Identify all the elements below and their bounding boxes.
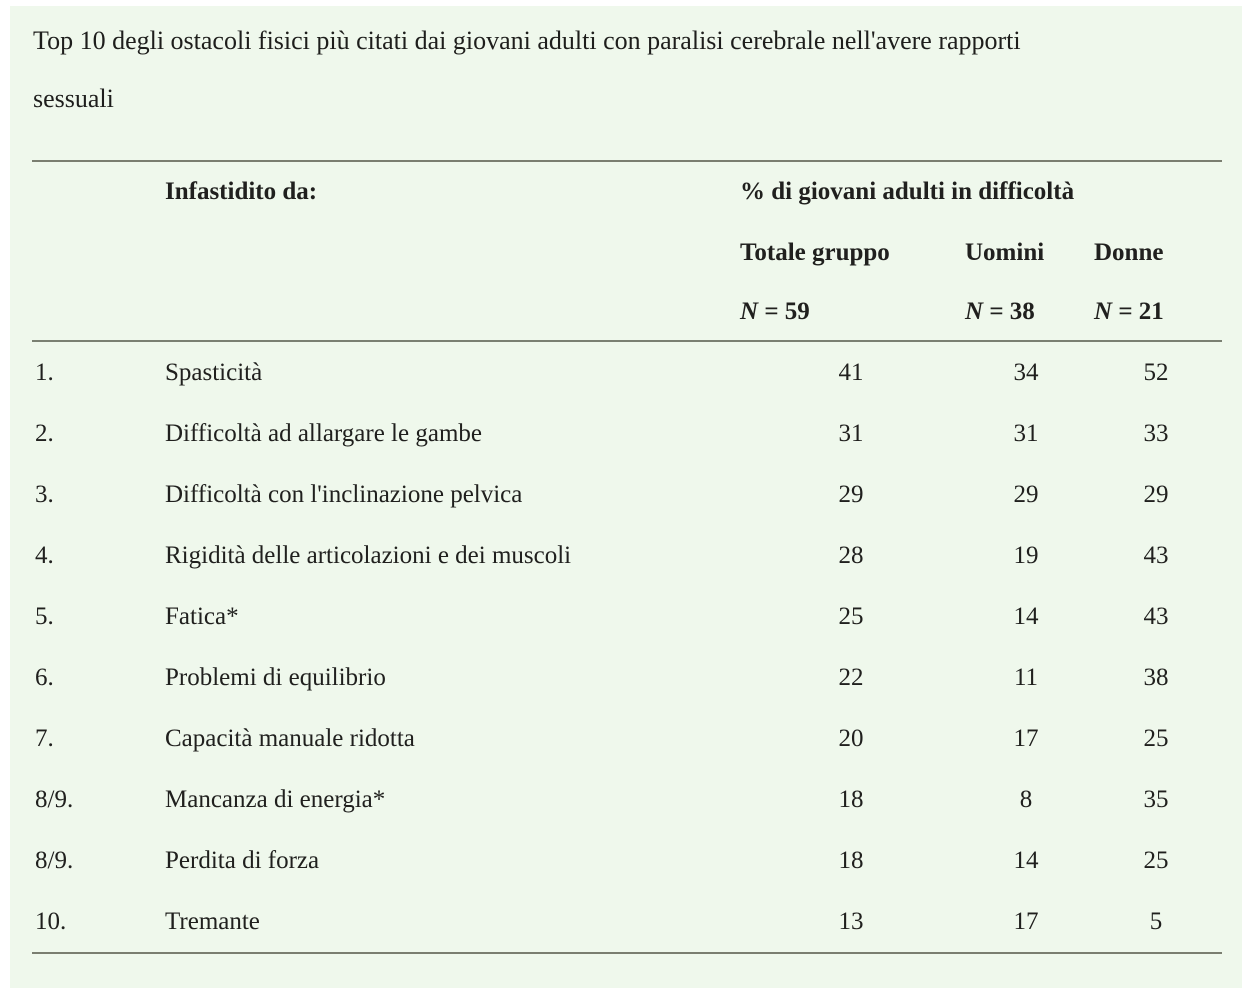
table-row: 6. Problemi di equilibrio 22 11 38 — [32, 647, 1222, 708]
table-header: Infastidito da: % di giovani adulti in d… — [32, 161, 1223, 342]
obstacle-label: Difficoltà ad allargare le gambe — [165, 419, 482, 447]
total-value: 25 — [838, 602, 864, 630]
obstacles-table: Infastidito da: % di giovani adulti in d… — [32, 160, 1223, 954]
n-total: N = 59 — [740, 284, 962, 342]
table-row: 7. Capacità manuale ridotta 20 17 25 — [32, 708, 1222, 769]
women-value: 43 — [1143, 602, 1169, 630]
empty-cell — [32, 284, 165, 342]
men-value: 11 — [1013, 663, 1039, 691]
title-line-2: sessuali — [33, 84, 114, 113]
men-value: 17 — [1013, 907, 1039, 935]
empty-cell — [32, 222, 165, 284]
men-value: 14 — [1013, 602, 1039, 630]
rank-cell: 5. — [35, 602, 54, 630]
total-value: 29 — [838, 480, 864, 508]
women-value: 52 — [1143, 358, 1169, 386]
table-row: 2. Difficoltà ad allargare le gambe 31 3… — [32, 403, 1222, 464]
total-value: 18 — [838, 785, 864, 813]
table-row: 5. Fatica* 25 14 43 — [32, 586, 1222, 647]
table-row: 1. Spasticità 41 34 52 — [32, 341, 1222, 403]
table-body: 1. Spasticità 41 34 52 2. Difficoltà ad … — [32, 341, 1222, 953]
men-value: 14 — [1013, 846, 1039, 874]
rank-cell: 10. — [35, 907, 67, 935]
empty-cell — [165, 284, 740, 342]
table-row: 8/9. Perdita di forza 18 14 25 — [32, 830, 1222, 891]
stub-header: Infastidito da: — [165, 178, 318, 205]
total-value: 28 — [838, 541, 864, 569]
obstacle-label: Tremante — [165, 907, 260, 935]
rank-cell: 1. — [35, 358, 54, 386]
empty-cell — [165, 222, 740, 284]
n-men: N = 38 — [962, 284, 1090, 342]
page-title: Top 10 degli ostacoli fisici più citati … — [10, 6, 1242, 128]
obstacle-label: Difficoltà con l'inclinazione pelvica — [165, 480, 523, 508]
men-value: 17 — [1013, 724, 1039, 752]
group-header: % di giovani adulti in difficoltà — [740, 178, 1075, 205]
header-row-columns: Totale gruppo Uomini Donne — [32, 222, 1222, 284]
column-header-total: Totale gruppo — [740, 239, 890, 266]
table-row: 4. Rigidità delle articolazioni e dei mu… — [32, 525, 1222, 586]
women-value: 43 — [1143, 541, 1169, 569]
obstacle-label: Spasticità — [165, 358, 263, 386]
rank-cell: 8/9. — [35, 846, 74, 874]
title-line-1: Top 10 degli ostacoli fisici più citati … — [33, 26, 1021, 55]
table-row: 3. Difficoltà con l'inclinazione pelvica… — [32, 464, 1222, 525]
n-symbol: N — [965, 298, 984, 325]
header-row-n: N = 59 N = 38 N = 21 — [32, 284, 1223, 342]
obstacle-label: Perdita di forza — [165, 846, 320, 874]
table-row: 8/9. Mancanza di energia* 18 8 35 — [32, 769, 1222, 830]
n-women: N = 21 — [1090, 284, 1223, 342]
column-header-men: Uomini — [965, 239, 1045, 266]
rank-cell: 2. — [35, 419, 54, 447]
women-value: 38 — [1143, 663, 1169, 691]
rank-cell: 7. — [35, 724, 54, 752]
rank-cell: 6. — [35, 663, 54, 691]
total-value: 41 — [838, 358, 864, 386]
obstacle-label: Fatica* — [165, 602, 239, 630]
obstacle-label: Capacità manuale ridotta — [165, 724, 415, 752]
women-value: 5 — [1149, 907, 1163, 935]
empty-cell — [32, 161, 165, 222]
header-row-group: Infastidito da: % di giovani adulti in d… — [32, 161, 1222, 222]
table-row: 10. Tremante 13 17 5 — [32, 891, 1222, 953]
n-symbol: N — [1094, 298, 1113, 325]
men-value: 8 — [1019, 785, 1033, 813]
obstacle-label: Problemi di equilibrio — [165, 663, 386, 691]
total-value: 13 — [838, 907, 864, 935]
rank-cell: 8/9. — [35, 785, 74, 813]
men-value: 34 — [1013, 358, 1039, 386]
total-value: 22 — [838, 663, 864, 691]
women-value: 35 — [1143, 785, 1169, 813]
women-value: 25 — [1143, 846, 1169, 874]
table-panel: Top 10 degli ostacoli fisici più citati … — [10, 6, 1242, 988]
n-symbol: N — [740, 298, 759, 325]
rank-cell: 4. — [35, 541, 54, 569]
obstacle-label: Rigidità delle articolazioni e dei musco… — [165, 541, 572, 569]
women-value: 29 — [1143, 480, 1169, 508]
obstacle-label: Mancanza di energia* — [165, 785, 386, 813]
men-value: 31 — [1013, 419, 1039, 447]
rank-cell: 3. — [35, 480, 54, 508]
women-value: 25 — [1143, 724, 1169, 752]
total-value: 20 — [838, 724, 864, 752]
men-value: 29 — [1013, 480, 1039, 508]
total-value: 31 — [838, 419, 864, 447]
column-header-women: Donne — [1094, 239, 1164, 266]
men-value: 19 — [1013, 541, 1039, 569]
women-value: 33 — [1143, 419, 1169, 447]
total-value: 18 — [838, 846, 864, 874]
